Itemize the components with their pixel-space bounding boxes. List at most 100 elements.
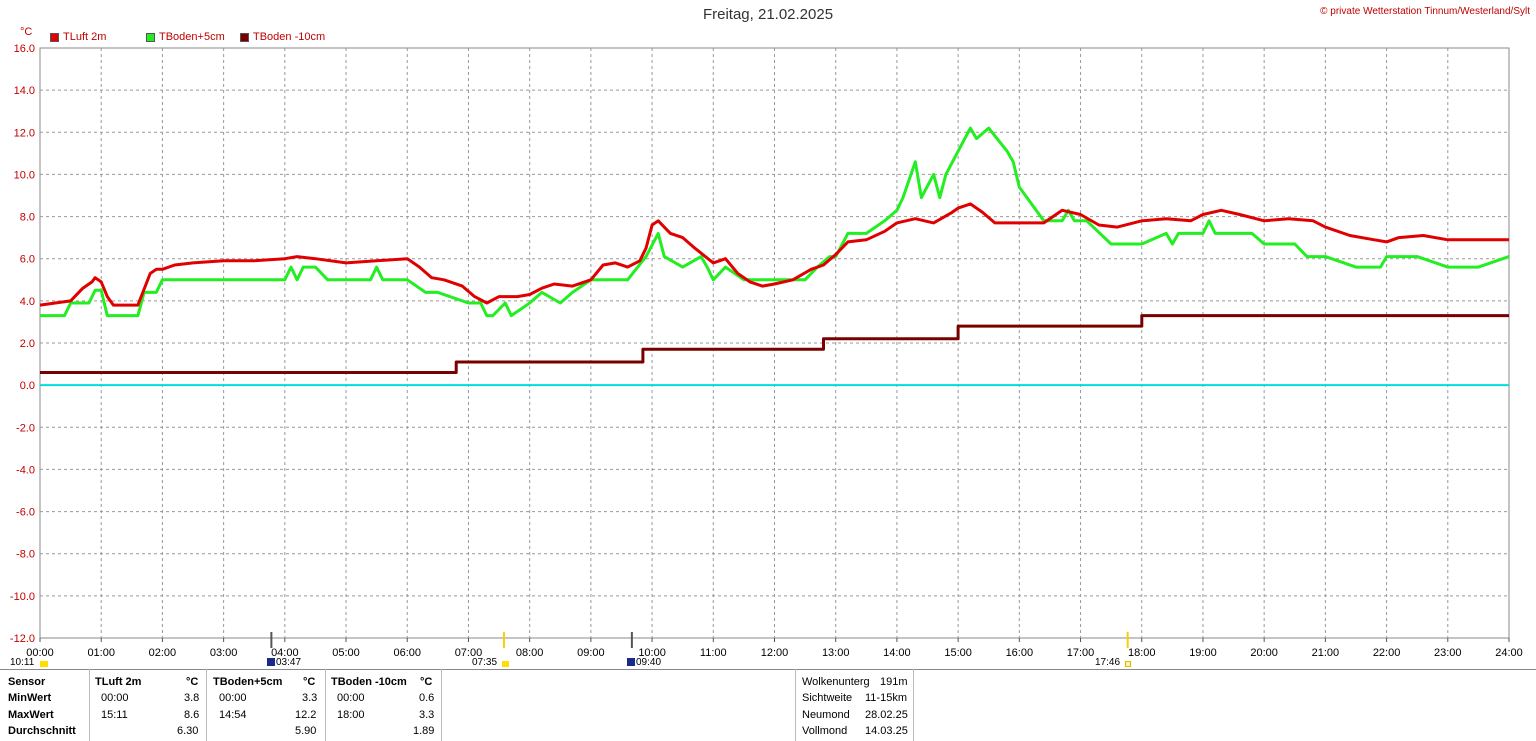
table-col-divider [89, 669, 90, 741]
temperature-chart: 16.0 14.0 12.0 10.0 8.0 6.0 4.0 2.0 0.0 -2.0 -4.0 -… [10, 43, 1523, 659]
legend-label-tboden10: TBoden -10cm [253, 31, 326, 43]
x-tick-label: 22:00 [1373, 647, 1401, 659]
stats-min-tluft-time: 00:00 [101, 692, 129, 704]
stats-header-unit1: °C [186, 676, 199, 688]
x-tick-label: 24:00 [1495, 647, 1523, 659]
stats-max-tluft-time: 15:11 [101, 709, 128, 721]
stats-min-tluft-value: 3.8 [184, 692, 200, 704]
y-tick-label: 8.0 [20, 212, 35, 224]
table-col-divider [206, 669, 207, 741]
stats-max-tboden5-time: 14:54 [219, 709, 247, 721]
chart-title: Freitag, 21.02.2025 [702, 6, 834, 23]
y-tick-label: 12.0 [14, 127, 35, 139]
x-tick-label: 07:00 [455, 647, 483, 659]
y-tick-label: 10.0 [14, 169, 35, 181]
x-tick-label: 10:00 [638, 647, 666, 659]
series-line-tluft-2m [39, 202, 1509, 307]
moonrise-icon [267, 658, 275, 666]
x-tick-label: 14:00 [883, 647, 911, 659]
table-col-divider [795, 669, 796, 741]
stats-header-col2: TBoden+5cm [213, 676, 283, 688]
info-label-fullmoon: Vollmond [802, 725, 848, 737]
stats-row-label-min: MinWert [8, 692, 52, 704]
station-credit: © private Wetterstation Tinnum/Westerlan… [1320, 6, 1530, 17]
x-tick-label: 20:00 [1250, 647, 1278, 659]
stats-min-tboden5-time: 00:00 [219, 692, 247, 704]
x-tick-label: 13:00 [822, 647, 850, 659]
stats-min-tboden10-time: 00:00 [337, 692, 365, 704]
sun-marker-icon [40, 661, 48, 667]
table-col-divider [913, 669, 914, 741]
x-tick-label: 17:00 [1067, 647, 1095, 659]
legend-item-tboden10: TBoden -10cm [240, 31, 325, 43]
legend-label-tluft: TLuft 2m [63, 31, 107, 43]
info-label-newmoon: Neumond [802, 709, 850, 721]
y-tick-label: -8.0 [16, 549, 35, 561]
legend-swatch-tluft [50, 32, 59, 42]
stats-header-unit3: °C [420, 676, 433, 688]
stats-max-tluft-value: 8.6 [184, 709, 200, 721]
stats-min-tboden5-value: 3.3 [302, 692, 318, 704]
stats-avg-tboden10-value: 1.89 [413, 725, 435, 737]
table-col-divider [441, 669, 442, 741]
x-tick-label: 23:00 [1434, 647, 1462, 659]
y-tick-label: 4.0 [20, 296, 35, 308]
sunset-icon [1125, 661, 1131, 667]
stats-header-sensor: Sensor [8, 676, 46, 688]
x-tick-label: 18:00 [1128, 647, 1156, 659]
info-value-newmoon: 28.02.25 [865, 709, 908, 721]
y-tick-label: -2.0 [16, 422, 35, 434]
stats-row-label-avg: Durchschnitt [8, 725, 76, 737]
table-col-divider [325, 669, 326, 741]
x-tick-label: 05:00 [332, 647, 360, 659]
y-tick-label: -10.0 [10, 591, 35, 603]
series-line-tboden-5cm [40, 126, 1510, 318]
info-value-cloudbase: 191m [880, 676, 908, 688]
sunrise-icon [502, 661, 509, 667]
stats-avg-tluft-value: 6.30 [177, 725, 199, 737]
legend-label-tboden5: TBoden+5cm [159, 31, 225, 43]
moonset-time: 09:40 [636, 657, 662, 668]
x-tick-label: 11:00 [700, 647, 727, 659]
y-axis-unit: °C [20, 26, 33, 38]
info-label-visibility: Sichtweite [802, 692, 853, 704]
stats-max-tboden5-value: 12.2 [295, 709, 317, 721]
x-tick-label: 06:00 [393, 647, 421, 659]
info-value-fullmoon: 14.03.25 [865, 725, 908, 737]
stats-header-col1: TLuft 2m [95, 676, 142, 688]
x-tick-label: 21:00 [1312, 647, 1340, 659]
first-event-time: 10:11 [10, 657, 35, 668]
stats-header-col3: TBoden -10cm [331, 676, 407, 688]
moonrise-time: 03:47 [276, 657, 302, 668]
legend-swatch-tboden10 [240, 32, 249, 42]
x-tick-label: 04:00 [271, 647, 299, 659]
x-tick-label: 00:00 [26, 647, 54, 659]
sunset-time: 17:46 [1095, 657, 1121, 668]
y-tick-label: 6.0 [20, 254, 35, 266]
x-tick-label: 03:00 [210, 647, 238, 659]
y-tick-label: 2.0 [20, 338, 35, 350]
legend-item-tluft: TLuft 2m [50, 31, 106, 43]
y-tick-label: 16.0 [14, 43, 35, 55]
x-tick-label: 08:00 [516, 647, 544, 659]
stats-row-label-max: MaxWert [8, 709, 54, 721]
stats-min-tboden10-value: 0.6 [419, 692, 435, 704]
y-tick-label: -4.0 [16, 464, 35, 476]
legend-swatch-tboden5 [146, 32, 155, 42]
x-tick-label: 02:00 [149, 647, 177, 659]
x-tick-label: 19:00 [1189, 647, 1217, 659]
info-label-cloudbase: Wolkenunterg [802, 676, 870, 688]
y-tick-label: -6.0 [16, 507, 35, 519]
legend-item-tboden5: TBoden+5cm [146, 31, 225, 43]
stats-max-tboden10-value: 3.3 [419, 709, 435, 721]
y-tick-label: -12.0 [10, 633, 35, 645]
table-divider [0, 669, 1536, 670]
stats-avg-tboden5-value: 5.90 [295, 725, 317, 737]
x-tick-label: 01:00 [87, 647, 115, 659]
x-tick-label: 16:00 [1006, 647, 1034, 659]
x-tick-label: 09:00 [577, 647, 605, 659]
y-tick-label: 14.0 [14, 85, 35, 97]
x-tick-label: 12:00 [761, 647, 789, 659]
stats-max-tboden10-time: 18:00 [337, 709, 365, 721]
stats-header-unit2: °C [303, 676, 316, 688]
